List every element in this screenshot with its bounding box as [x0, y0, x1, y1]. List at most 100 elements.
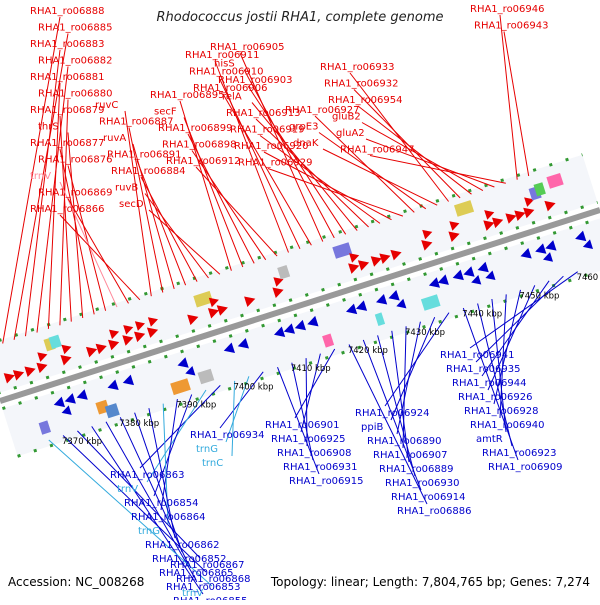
gene-label: thrS [38, 122, 59, 133]
label-connector [247, 85, 347, 235]
track-border [17, 269, 600, 458]
scale-ticks: 7370 kbp 7380 kbp 7390 kbp 7400 kbp 7410 kbp… [62, 273, 600, 447]
label-connector [499, 14, 518, 180]
reverse-gene-arrow [582, 239, 593, 249]
protein-domain-box [104, 403, 120, 419]
gene-label: RHA1_ro06928 [464, 406, 539, 417]
gene-label: RHA1_ro06876 [38, 155, 113, 166]
label-connector [318, 132, 427, 210]
label-connector [349, 72, 449, 202]
gene-label: RHA1_ro06933 [320, 62, 395, 73]
forward-gene-arrow [109, 329, 120, 340]
label-connector [291, 362, 314, 461]
gene-label: gluB2 [332, 112, 361, 123]
gene-label: RHA1_ro06926 [458, 392, 533, 403]
forward-gene-arrow [524, 197, 535, 207]
reverse-gene-arrow [283, 323, 295, 334]
gene-label: RHA1_ro06854 [124, 498, 199, 509]
gene-label: ppiB [361, 422, 383, 433]
reverse-gene-arrow [471, 275, 482, 285]
label-connector [391, 330, 410, 463]
label-connector [314, 115, 415, 213]
gene-label: hisS [214, 59, 235, 70]
forward-gene-arrow [449, 221, 460, 231]
reverse-gene-arrow [64, 393, 76, 404]
reverse-gene-arrow [575, 230, 587, 242]
reverse-gene-arrow [543, 252, 553, 262]
label-connector [243, 69, 335, 239]
label-connector [191, 150, 267, 261]
gene-label: RHA1_ro06930 [385, 478, 460, 489]
forward-gene-arrow [348, 263, 360, 274]
scale-tick-label: 7390 kbp [176, 401, 216, 411]
gene-label: relA [222, 92, 242, 103]
reverse-gene-arrow [545, 240, 557, 251]
reverse-gene-arrow [122, 374, 134, 386]
map-title: Rhodococcus jostii RHA1, complete genome [157, 10, 444, 25]
gene-label: RHA1_ro06899 [158, 123, 233, 134]
gene-label: RHA1_ro06911 [185, 50, 260, 61]
label-connector [377, 335, 416, 477]
gene-label: RHA1_ro06887 [99, 117, 174, 128]
forward-gene-arrow [349, 253, 360, 263]
label-connector [462, 307, 519, 461]
reverse-gene-arrow [437, 274, 449, 285]
reverse-gene-arrow [477, 261, 489, 273]
reverse-gene-arrow [53, 396, 65, 408]
label-connector [187, 133, 255, 264]
forward-gene-arrow [134, 321, 145, 331]
label-connector [2, 16, 61, 344]
gene-label: RHA1_ro06947 [340, 145, 415, 156]
label-connector [77, 430, 201, 559]
scale-tick-label: 7410 kbp [291, 364, 331, 374]
gene-label: RHA1_ro06862 [145, 540, 220, 551]
label-connector [277, 367, 320, 475]
reverse-gene-arrow [307, 315, 319, 327]
label-connector [251, 102, 358, 231]
forward-gene-arrow [448, 231, 460, 242]
gene-label: RHA1_ro06906 [193, 83, 268, 94]
gene-label: RHA1_ro06883 [30, 39, 105, 50]
label-connector [365, 138, 495, 188]
label-connector [183, 117, 244, 268]
reverse-gene-arrow [428, 277, 440, 288]
label-connector [134, 412, 183, 553]
label-connector [357, 105, 472, 195]
genome-summary-text: Topology: linear; Length: 7,804,765 bp; … [270, 575, 590, 589]
gene-label: RHA1_ro06895 [150, 90, 225, 101]
gene-label: RHA1_ro06886 [397, 506, 472, 517]
gene-label: ruvA [103, 133, 126, 144]
gene-label: trnG [138, 526, 160, 537]
label-connector [119, 417, 190, 567]
gene-label: RHA1_ro06882 [38, 56, 113, 67]
gene-label: RHA1_ro06912 [166, 156, 241, 167]
gene-label: dnaK [293, 138, 319, 149]
gene-label: RHA1_ro06946 [470, 4, 545, 15]
forward-gene-arrow [492, 217, 504, 229]
scale-tick-label: 7430 kbp [405, 328, 445, 338]
protein-domain-box [332, 242, 353, 259]
gene-label: RHA1_ro06925 [271, 434, 346, 445]
reverse-gene-arrow [223, 342, 235, 353]
gene-label: RHA1_ro06929 [238, 158, 313, 169]
reverse-gene-arrow [535, 243, 547, 254]
reverse-gene-arrow [396, 298, 407, 309]
reverse-gene-arrow [355, 300, 368, 311]
label-connector [13, 33, 69, 340]
forward-gene-arrow [123, 325, 134, 335]
forward-gene-arrow [421, 240, 433, 251]
protein-domain-box [48, 334, 62, 350]
gene-label: RHA1_ro06909 [488, 462, 563, 473]
reverse-gene-arrow [61, 405, 72, 415]
scale-tick-label: 7450 kbp [519, 291, 559, 301]
track-border [0, 200, 599, 395]
reverse-gene-arrow [237, 338, 249, 349]
protein-domain-box [374, 312, 386, 326]
reverse-gene-arrow [76, 389, 88, 400]
reverse-gene-arrow [294, 319, 306, 331]
gene-label: trnV [117, 484, 138, 495]
gene-label: RHA1_ro06903 [218, 75, 293, 86]
gene-label: RHA1_ro06852 [152, 554, 227, 565]
reverse-gene-arrow [376, 294, 388, 305]
label-connector [396, 321, 421, 435]
